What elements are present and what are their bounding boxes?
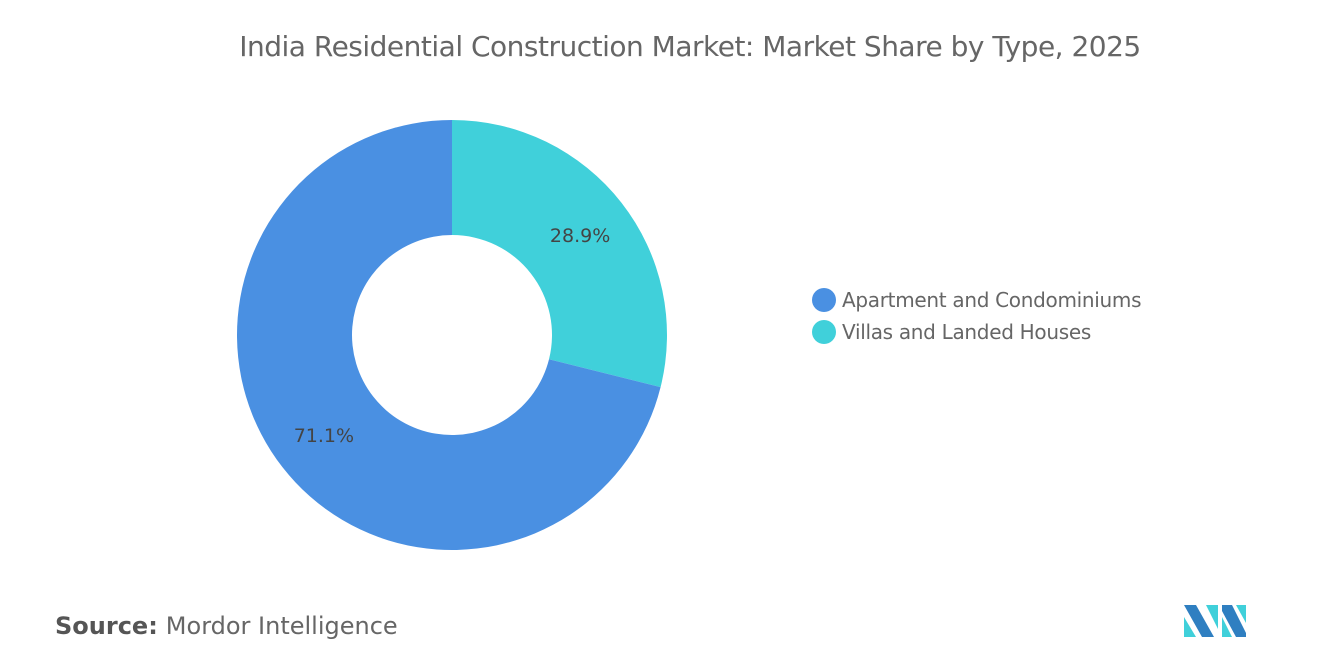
mordor-intelligence-logo: [1184, 605, 1246, 637]
donut-slice-apartment-and-condominiums: [236, 120, 661, 551]
source-value: Mordor Intelligence: [165, 612, 398, 640]
chart-title: India Residential Construction Market: M…: [239, 30, 1141, 63]
legend: Apartment and Condominiums Villas and La…: [812, 284, 1142, 348]
source-note: Source: Mordor Intelligence: [55, 612, 398, 640]
source-label: Source:: [55, 612, 158, 640]
legend-swatch: [812, 320, 836, 344]
legend-item-villas: Villas and Landed Houses: [812, 316, 1141, 348]
legend-swatch: [812, 288, 836, 312]
legend-item-apartment: Apartment and Condominiums: [812, 284, 1142, 316]
legend-label: Apartment and Condominiums: [842, 288, 1142, 312]
donut-slice-villas-and-landed-houses: [452, 120, 667, 388]
data-label: 71.1%: [294, 425, 354, 447]
legend-label: Villas and Landed Houses: [842, 320, 1091, 344]
data-label: 28.9%: [550, 225, 610, 247]
